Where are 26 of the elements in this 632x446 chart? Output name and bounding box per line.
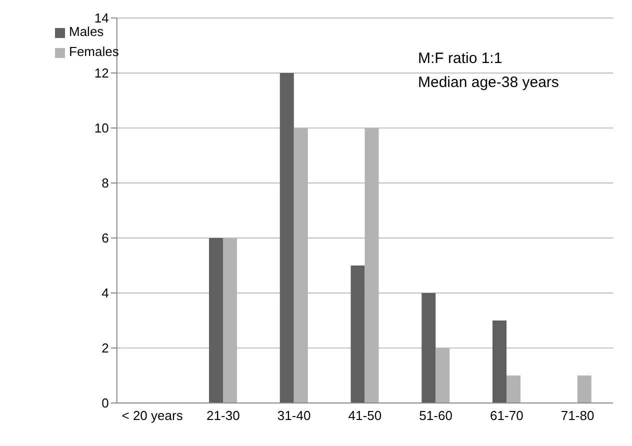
annotation: M:F ratio 1:1: [418, 50, 504, 67]
x-tick-label: 31-40: [277, 408, 311, 424]
x-tick-label: 21-30: [206, 408, 240, 424]
x-tick-label: < 20 years: [122, 408, 184, 424]
y-tick-label: 0: [102, 396, 109, 411]
y-tick-label: 12: [94, 66, 109, 81]
bar: [577, 376, 592, 403]
x-tick-label: 71-80: [560, 408, 594, 424]
y-tick-label: 14: [94, 10, 109, 26]
y-tick-label: 8: [102, 176, 109, 191]
bar: [209, 238, 223, 403]
legend-label: Males: [69, 24, 104, 39]
x-tick-label: 51-60: [419, 408, 452, 424]
y-tick-label: 4: [102, 286, 109, 301]
y-tick-label: 10: [94, 120, 109, 136]
legend-label: Females: [69, 44, 119, 59]
x-tick-label: 61-70: [490, 408, 524, 424]
bar: [492, 320, 507, 403]
y-tick-label: 2: [102, 340, 109, 356]
bar: [280, 73, 294, 403]
annotation: Median age-38 years: [418, 74, 560, 91]
bar: [422, 293, 436, 403]
x-tick-label: 41-50: [348, 408, 382, 424]
bar: [350, 266, 365, 403]
bar: [506, 376, 521, 403]
y-tick-label: 6: [102, 230, 109, 246]
